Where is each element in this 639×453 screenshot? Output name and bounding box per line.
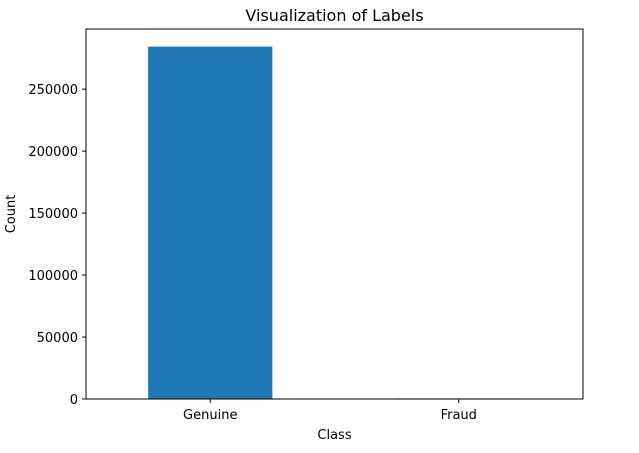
plot-frame (85, 28, 584, 400)
y-axis-label: Count (4, 195, 19, 234)
y-tick-label: 0 (70, 393, 78, 408)
y-tick-label: 150000 (28, 207, 78, 222)
y-tick-label: 50000 (37, 331, 78, 346)
bar-genuine (148, 46, 273, 400)
bar-series (148, 46, 521, 400)
chart-title: Visualization of Labels (245, 6, 423, 25)
y-axis-ticks: 0 50000 100000 150000 200000 250000 (28, 83, 86, 408)
y-tick-label: 200000 (28, 145, 78, 160)
x-axis-ticks: Genuine Fraud (183, 399, 477, 423)
x-axis-label: Class (317, 428, 351, 443)
x-tick-label: Fraud (441, 408, 477, 423)
y-tick-label: 100000 (28, 269, 78, 284)
y-tick-label: 250000 (28, 83, 78, 98)
x-tick-label: Genuine (183, 408, 237, 423)
